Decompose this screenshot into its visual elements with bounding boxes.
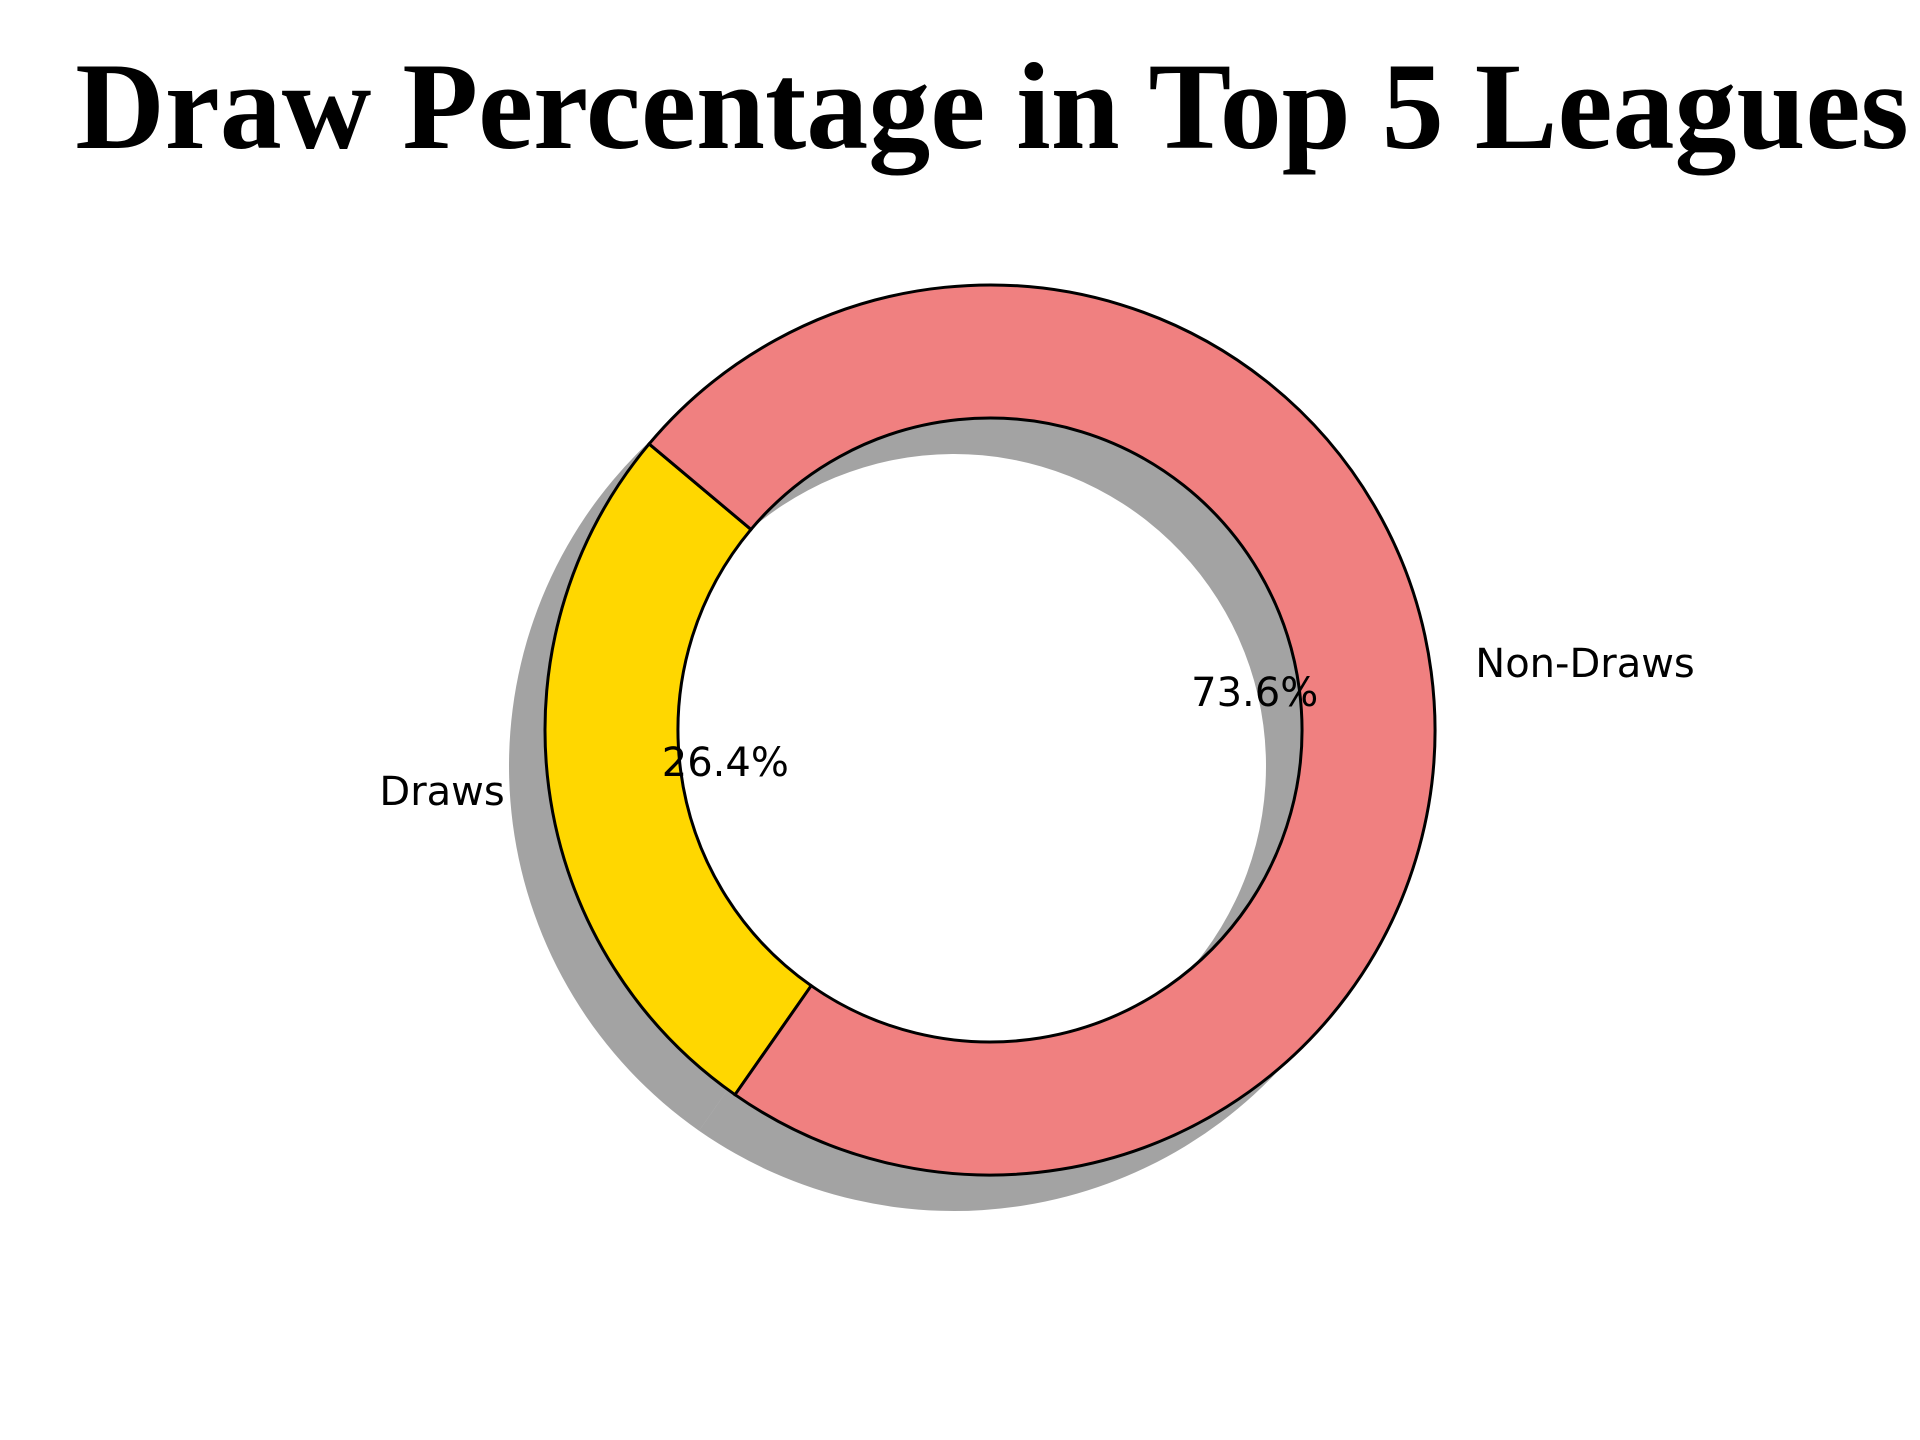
donut-labels: Draws 26.4% Non-Draws 73.6% bbox=[379, 641, 1694, 815]
percent-label-draws: 26.4% bbox=[662, 740, 789, 786]
slice-label-non-draws: Non-Draws bbox=[1475, 641, 1695, 687]
slice-label-draws: Draws bbox=[379, 769, 504, 815]
wedge-draws bbox=[543, 441, 814, 1097]
chart-title: Draw Percentage in Top 5 Leagues bbox=[75, 38, 1909, 176]
donut-wedges bbox=[543, 283, 1437, 1177]
percent-label-non-draws: 73.6% bbox=[1191, 670, 1318, 716]
wedge-non-draws bbox=[646, 283, 1437, 1177]
